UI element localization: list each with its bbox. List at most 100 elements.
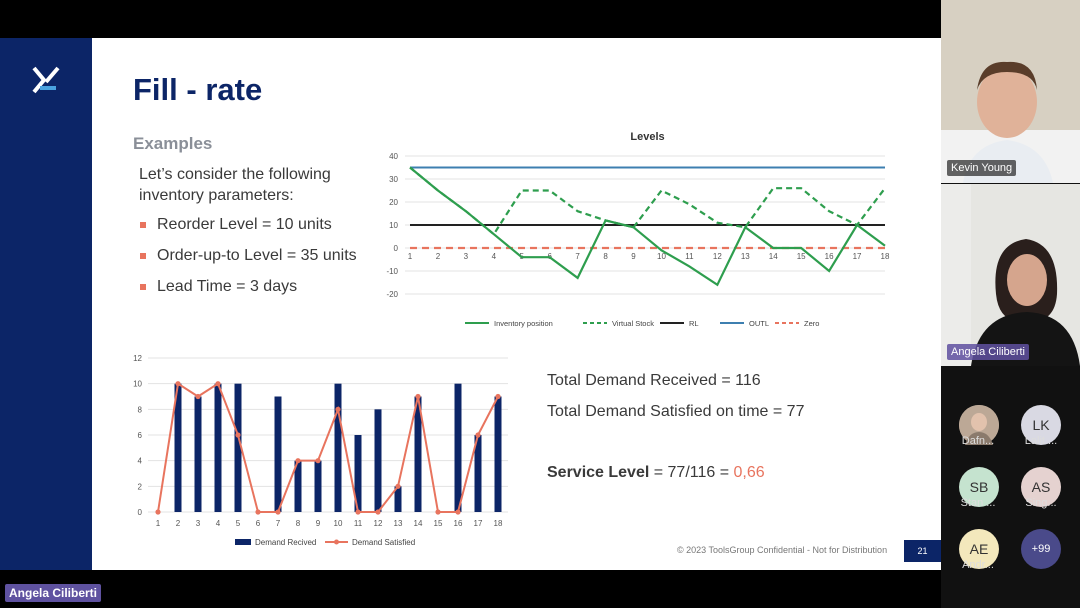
data-point	[175, 381, 181, 387]
legend-label: OUTL	[749, 319, 769, 328]
y-tick-label: 40	[389, 152, 398, 161]
bar	[374, 409, 382, 512]
video-tile-kevin-young[interactable]: Kevin Young	[941, 0, 1080, 183]
participant-avatar[interactable]: AS	[1021, 467, 1061, 507]
data-point	[435, 509, 441, 515]
y-tick-label: 30	[389, 175, 398, 184]
x-tick-label: 3	[464, 252, 469, 261]
toolsgroup-logo-icon	[32, 66, 60, 94]
y-tick-label: 10	[389, 221, 398, 230]
bar	[174, 383, 182, 512]
video-tile-angela-ciliberti[interactable]: Angela Ciliberti	[941, 184, 1080, 366]
x-tick-label: 2	[436, 252, 441, 261]
y-tick-label: -10	[386, 267, 398, 276]
bar	[234, 383, 242, 512]
data-point	[475, 432, 481, 438]
slide-subtitle: Examples	[133, 134, 213, 153]
legend-label: Inventory position	[494, 319, 553, 328]
participant-photo-icon	[959, 405, 999, 445]
x-tick-label: 10	[334, 519, 343, 528]
participant-video-icon	[941, 0, 1080, 183]
bar	[394, 486, 402, 512]
participant-avatar[interactable]: SB	[959, 467, 999, 507]
data-point	[375, 509, 381, 515]
service-level-formula: = 77/116 =	[649, 464, 734, 481]
participant-avatar[interactable]: LK	[1021, 405, 1061, 445]
x-tick-label: 1	[156, 519, 161, 528]
y-tick-label: 8	[138, 405, 143, 414]
series-line-demand-satisfied	[157, 381, 499, 513]
active-speaker-label: Angela Ciliberti	[5, 584, 102, 602]
bar	[474, 435, 482, 512]
x-tick-label: 7	[575, 252, 580, 261]
presentation-slide: Fill - rate Examples Let’s consider the …	[0, 38, 941, 570]
bar	[414, 396, 422, 512]
data-point	[255, 509, 261, 515]
participant-avatar-label: Andr...	[962, 559, 994, 571]
x-tick-label: 16	[825, 252, 834, 261]
brand-sidebar	[0, 38, 92, 570]
y-tick-label: 0	[138, 508, 143, 517]
data-point	[155, 509, 161, 515]
x-tick-label: 9	[316, 519, 321, 528]
participant-video-icon	[941, 184, 1080, 366]
participant-avatar[interactable]	[959, 405, 999, 445]
x-tick-label: 9	[631, 252, 636, 261]
legend-swatch	[235, 539, 251, 545]
x-tick-label: 8	[603, 252, 608, 261]
x-tick-label: 4	[492, 252, 497, 261]
x-tick-label: 11	[685, 252, 694, 261]
data-point	[395, 483, 401, 489]
list-item: Order-up-to Level = 35 units	[139, 247, 357, 278]
x-tick-label: 7	[276, 519, 281, 528]
x-tick-label: 15	[797, 252, 806, 261]
bullet-text: Lead Time = 3 days	[157, 278, 298, 295]
y-tick-label: 4	[138, 457, 143, 466]
x-tick-label: 13	[394, 519, 403, 528]
x-tick-label: 13	[741, 252, 750, 261]
x-tick-label: 2	[176, 519, 181, 528]
x-tick-label: 17	[474, 519, 483, 528]
total-demand-satisfied: Total Demand Satisfied on time = 77	[547, 403, 805, 420]
slide-footer: © 2023 ToolsGroup Confidential - Not for…	[677, 545, 888, 555]
legend-label: Zero	[804, 319, 819, 328]
participant-name: Angela Ciliberti	[947, 344, 1029, 360]
bar	[314, 460, 322, 512]
bullet-text: Order-up-to Level = 35 units	[157, 247, 357, 264]
y-tick-label: -20	[386, 290, 398, 299]
y-tick-label: 10	[133, 380, 142, 389]
data-point	[335, 406, 341, 412]
x-tick-label: 12	[713, 252, 722, 261]
data-point	[295, 458, 301, 464]
parameter-list: Reorder Level = 10 units Order-up-to Lev…	[139, 216, 357, 309]
x-tick-label: 14	[769, 252, 778, 261]
list-item: Reorder Level = 10 units	[139, 216, 357, 247]
bar	[294, 460, 302, 512]
bar	[494, 396, 502, 512]
data-point	[275, 509, 281, 515]
data-point	[415, 393, 421, 400]
data-point	[235, 432, 241, 438]
legend-marker	[334, 539, 339, 545]
y-tick-label: 2	[138, 482, 143, 491]
slide-title: Fill - rate	[133, 72, 263, 107]
bar	[274, 396, 282, 512]
x-tick-label: 14	[414, 519, 423, 528]
legend-label: RL	[689, 319, 699, 328]
bullet-square-icon	[140, 253, 146, 259]
chart-title: Levels	[630, 131, 664, 143]
legend-label: Demand Recived	[255, 538, 316, 547]
data-point	[215, 381, 221, 387]
x-tick-label: 11	[354, 519, 363, 528]
participant-avatar[interactable]: AE	[959, 529, 999, 569]
service-level: Service Level = 77/116 = 0,66	[547, 464, 765, 482]
bar	[354, 435, 362, 512]
more-participants-button[interactable]: +99	[1021, 529, 1061, 569]
legend-label: Virtual Stock	[612, 319, 654, 328]
participant-avatar-label: Dafn...	[961, 435, 995, 447]
service-level-label: Service Level	[547, 464, 650, 481]
bullet-text: Reorder Level = 10 units	[157, 216, 332, 233]
x-tick-label: 8	[296, 519, 301, 528]
